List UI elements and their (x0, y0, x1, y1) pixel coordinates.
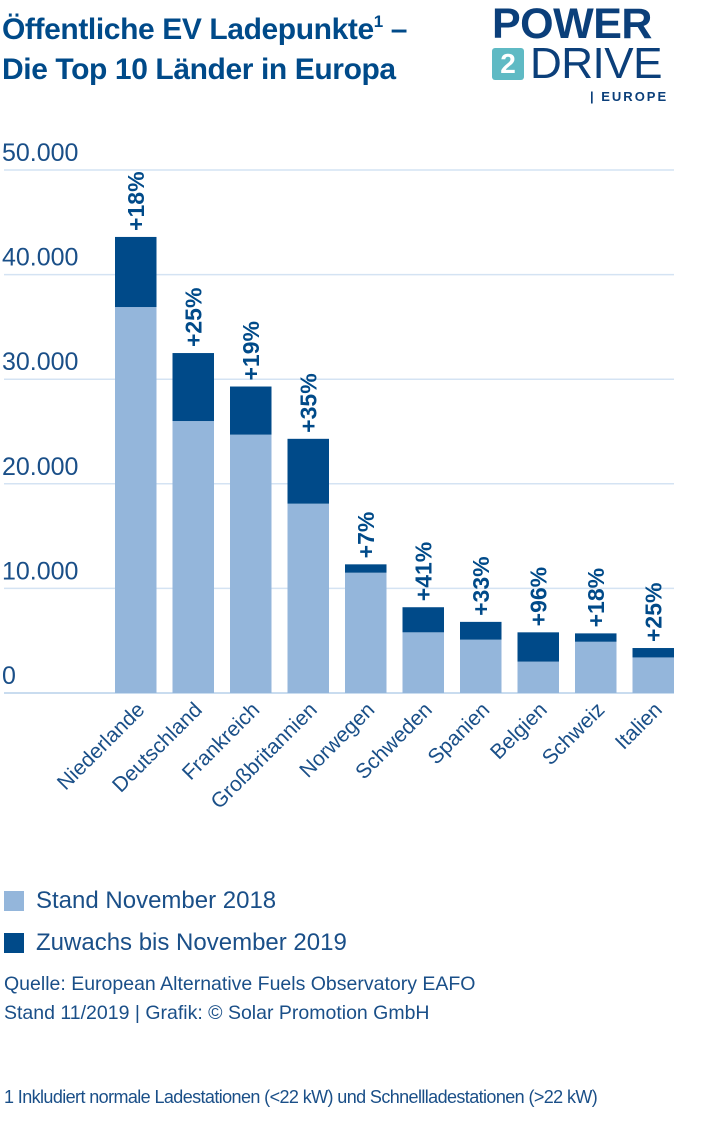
y-tick-label: 30.000 (2, 348, 78, 376)
footnote: 1 Inkludiert normale Ladestationen (<22 … (4, 1087, 598, 1107)
bar-segment-2018 (345, 572, 387, 693)
legend-swatch-dark (4, 933, 24, 953)
gridlines (4, 169, 674, 694)
bar-segment-growth-2019 (115, 236, 157, 308)
x-axis-label: Spanien (424, 698, 495, 769)
chart-title: Öffentliche EV Ladepunkte1 – Die Top 10 … (2, 2, 407, 90)
bar-segment-2018 (115, 307, 157, 693)
source-note: Quelle: European Alternative Fuels Obser… (4, 970, 475, 1028)
bar-segment-2018 (172, 421, 214, 693)
data-label: +25% (640, 583, 666, 642)
legend-label: Zuwachs bis November 2019 (36, 929, 347, 956)
bar-segment-growth-2019 (460, 621, 502, 640)
bar-segment-2018 (632, 657, 674, 693)
bar-segment-2018 (402, 632, 444, 693)
bar-segment-2018 (517, 661, 559, 693)
legend-item-2018: Stand November 2018 (4, 880, 347, 922)
bar-segment-growth-2019 (345, 564, 387, 573)
x-axis-label: Schweiz (538, 698, 610, 770)
data-labels: +18% +25% +19% +35% +7% +41% +33% +96% +18% +25% (123, 171, 667, 642)
source-line-2: Stand 11/2019 | Grafik: © Solar Promotio… (4, 1002, 430, 1024)
bars (115, 236, 674, 693)
bar-segment-2018 (287, 503, 329, 693)
bar-segment-growth-2019 (172, 353, 214, 422)
y-tick-label: 40.000 (2, 244, 78, 272)
logo-region: | EUROPE (590, 89, 669, 104)
stacked-bar-chart: 0 10.000 20.000 30.000 40.000 50.000 +18% +25%… (2, 139, 674, 814)
bar-segment-growth-2019 (230, 386, 272, 435)
bar-segment-growth-2019 (287, 438, 329, 504)
legend-swatch-light (4, 891, 24, 911)
title-line-1: Öffentliche EV Ladepunkte1 – (2, 12, 408, 46)
legend-item-2019: Zuwachs bis November 2019 (4, 922, 347, 964)
source-line-1: Quelle: European Alternative Fuels Obser… (4, 973, 476, 995)
y-tick-label: 0 (2, 662, 16, 690)
footnote-marker: 1 (373, 12, 383, 31)
data-label: +18% (583, 568, 609, 627)
bar-segment-growth-2019 (402, 607, 444, 633)
bar-segment-growth-2019 (632, 648, 674, 658)
bar-segment-2018 (575, 641, 617, 693)
data-label: +18% (123, 171, 149, 230)
logo-word-drive: DRIVE (530, 39, 662, 88)
legend: Stand November 2018 Zuwachs bis November… (4, 880, 347, 964)
y-axis-ticks: 0 10.000 20.000 30.000 40.000 50.000 (2, 139, 78, 690)
data-label: +33% (468, 556, 494, 615)
logo-word-power: POWER (492, 0, 652, 48)
y-tick-label: 50.000 (2, 139, 78, 167)
data-label: +96% (525, 567, 551, 626)
data-label: +25% (180, 288, 206, 347)
data-label: +7% (353, 512, 379, 559)
bar-segment-growth-2019 (575, 633, 617, 642)
bar-segment-growth-2019 (517, 632, 559, 662)
power2drive-logo: POWER 2 DRIVE | EUROPE (492, 2, 692, 108)
x-axis-label: Italien (611, 698, 667, 754)
data-label: +19% (238, 321, 264, 380)
legend-label: Stand November 2018 (36, 887, 277, 914)
bar-segment-2018 (230, 434, 272, 693)
y-tick-label: 10.000 (2, 557, 78, 585)
title-line-2: Die Top 10 Länder in Europa (2, 53, 396, 86)
bar-segment-2018 (460, 639, 502, 693)
data-label: +41% (410, 542, 436, 601)
data-label: +35% (295, 373, 321, 432)
x-axis-labels: NiederlandeDeutschlandFrankreichGroßbrit… (53, 698, 667, 813)
logo-digit-badge: 2 (492, 48, 524, 80)
y-tick-label: 20.000 (2, 453, 78, 481)
